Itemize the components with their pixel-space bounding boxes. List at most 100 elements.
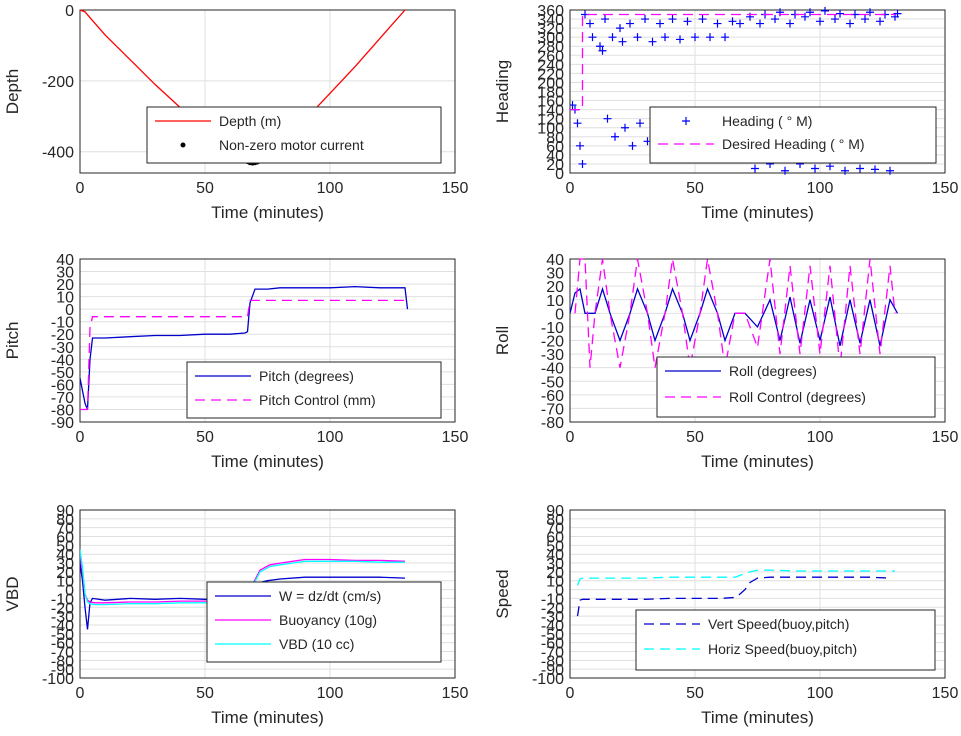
y-tick-label: -40 bbox=[51, 352, 74, 369]
series-heading-0-point bbox=[668, 15, 677, 24]
series-heading-0-point bbox=[676, 35, 684, 44]
y-tick-label: 0 bbox=[555, 583, 564, 600]
series-heading-0-point bbox=[683, 17, 692, 26]
series-heading-0-point bbox=[588, 33, 597, 42]
legend-box bbox=[186, 361, 442, 419]
series-heading-0-point bbox=[611, 132, 619, 141]
y-tick-label: 320 bbox=[537, 21, 564, 38]
legend-label: Pitch (degrees) bbox=[259, 368, 354, 384]
series-heading-0-point bbox=[831, 15, 839, 24]
series-heading-0-point bbox=[621, 123, 629, 132]
y-tick-label: -70 bbox=[51, 644, 74, 661]
series-heading-0-point bbox=[866, 8, 874, 17]
y-tick-label: -400 bbox=[42, 145, 74, 162]
legend-label: Desired Heading ( ° M) bbox=[722, 136, 865, 152]
x-axis-label: Time (minutes) bbox=[701, 203, 814, 222]
y-tick-label: 260 bbox=[537, 48, 564, 65]
y-tick-label: 160 bbox=[537, 94, 564, 111]
y-tick-label: -50 bbox=[51, 365, 74, 382]
series-heading-0-point bbox=[661, 33, 669, 42]
chart-speed: 0 50 100 1509080706050403020100-10-20-30-40… bbox=[493, 503, 958, 727]
y-tick-label: 70 bbox=[56, 521, 74, 538]
y-tick-label: 40 bbox=[56, 547, 74, 564]
y-tick-label: -60 bbox=[51, 636, 74, 653]
y-tick-label: -40 bbox=[541, 361, 564, 378]
y-tick-label: 220 bbox=[537, 66, 564, 83]
legend: Pitch (degrees) Pitch Control (mm) bbox=[186, 361, 442, 419]
axes-frame bbox=[79, 258, 456, 423]
y-tick-label: 70 bbox=[546, 521, 564, 538]
x-tick-label: 0 bbox=[566, 685, 575, 702]
y-tick-label: 40 bbox=[546, 252, 564, 269]
legend-box bbox=[635, 609, 936, 671]
legend: Vert Speed(buoy,pitch) Horiz Speed(buoy,p… bbox=[635, 609, 936, 671]
series-heading-0-point bbox=[628, 141, 637, 150]
series-heading-0-point bbox=[601, 15, 609, 24]
y-tick-label: 40 bbox=[56, 252, 74, 269]
series-heading-0-point bbox=[736, 19, 744, 28]
series-heading-0-point bbox=[781, 166, 789, 175]
series-heading-0-point bbox=[698, 15, 707, 24]
y-tick-label: 0 bbox=[65, 583, 74, 600]
series-heading-0-point bbox=[603, 114, 612, 123]
series-heading-0-point bbox=[636, 119, 644, 128]
x-tick-label: 100 bbox=[807, 180, 834, 197]
series-heading-0-point bbox=[691, 33, 699, 42]
y-tick-label: -200 bbox=[42, 74, 74, 91]
y-tick-label: -90 bbox=[51, 415, 74, 432]
legend: Depth (m) Non-zero motor current bbox=[146, 106, 442, 164]
y-tick-label: -80 bbox=[541, 653, 564, 670]
legend-label: W = dz/dt (cm/s) bbox=[279, 588, 381, 604]
y-tick-label: -60 bbox=[541, 636, 564, 653]
series-heading-0-point bbox=[618, 37, 627, 46]
y-tick-label: 340 bbox=[537, 12, 564, 29]
y-tick-label: -10 bbox=[541, 320, 564, 337]
series-heading-0-point bbox=[836, 9, 844, 18]
x-tick-label: 100 bbox=[317, 429, 344, 446]
y-axis-label: Roll bbox=[493, 326, 512, 355]
y-tick-label: -70 bbox=[541, 401, 564, 418]
y-tick-label: 10 bbox=[546, 574, 564, 591]
series-heading-0-point bbox=[576, 141, 584, 150]
y-tick-label: 20 bbox=[56, 565, 74, 582]
legend: W = dz/dt (cm/s) Buoyancy (10g) VBD (10 cc… bbox=[206, 581, 442, 663]
x-tick-label: 0 bbox=[76, 685, 85, 702]
x-tick-label: 150 bbox=[442, 180, 469, 197]
y-tick-label: 90 bbox=[56, 503, 74, 520]
series-heading-0-point bbox=[656, 19, 664, 28]
y-tick-label: -80 bbox=[51, 653, 74, 670]
y-tick-label: -100 bbox=[532, 671, 564, 688]
x-axis-label: Time (minutes) bbox=[701, 452, 814, 471]
series-heading-0-point bbox=[616, 24, 624, 33]
series-speed-0-line bbox=[576, 576, 891, 617]
x-tick-label: 150 bbox=[932, 180, 959, 197]
series-heading-0-point bbox=[596, 42, 604, 51]
y-tick-label: -30 bbox=[541, 347, 564, 364]
y-tick-label: -40 bbox=[541, 618, 564, 635]
y-axis-label: Speed bbox=[493, 569, 512, 618]
y-tick-label: 50 bbox=[56, 538, 74, 555]
y-tick-label: -60 bbox=[51, 377, 74, 394]
y-tick-label: 180 bbox=[537, 85, 564, 102]
y-tick-label: 30 bbox=[546, 266, 564, 283]
y-tick-label: 360 bbox=[537, 3, 564, 20]
x-tick-label: 50 bbox=[686, 685, 704, 702]
y-tick-label: 0 bbox=[555, 166, 564, 183]
y-axis-label: Depth bbox=[3, 69, 22, 114]
series-heading-0-point bbox=[626, 19, 634, 28]
chart-depth: 0 50 100 150 0 -200 -400 Time (minutes) Depth Dep… bbox=[3, 3, 468, 222]
series-heading-0-point bbox=[893, 9, 902, 18]
series-heading-0-point bbox=[861, 15, 869, 24]
y-tick-label: -50 bbox=[51, 627, 74, 644]
series-pitch-1-line bbox=[80, 299, 405, 411]
y-tick-label: 60 bbox=[546, 139, 564, 156]
y-tick-label: -60 bbox=[541, 388, 564, 405]
series-heading-0-point bbox=[846, 19, 854, 28]
series-heading-0-point bbox=[648, 37, 657, 46]
series-pitch-0-line bbox=[80, 285, 409, 410]
y-tick-label: 60 bbox=[56, 530, 74, 547]
y-tick-label: 30 bbox=[56, 556, 74, 573]
y-tick-label: -80 bbox=[541, 415, 564, 432]
chart-heading: 0 50 100 1500204060801001201401601802002202… bbox=[493, 3, 958, 222]
y-tick-label: 40 bbox=[546, 148, 564, 165]
